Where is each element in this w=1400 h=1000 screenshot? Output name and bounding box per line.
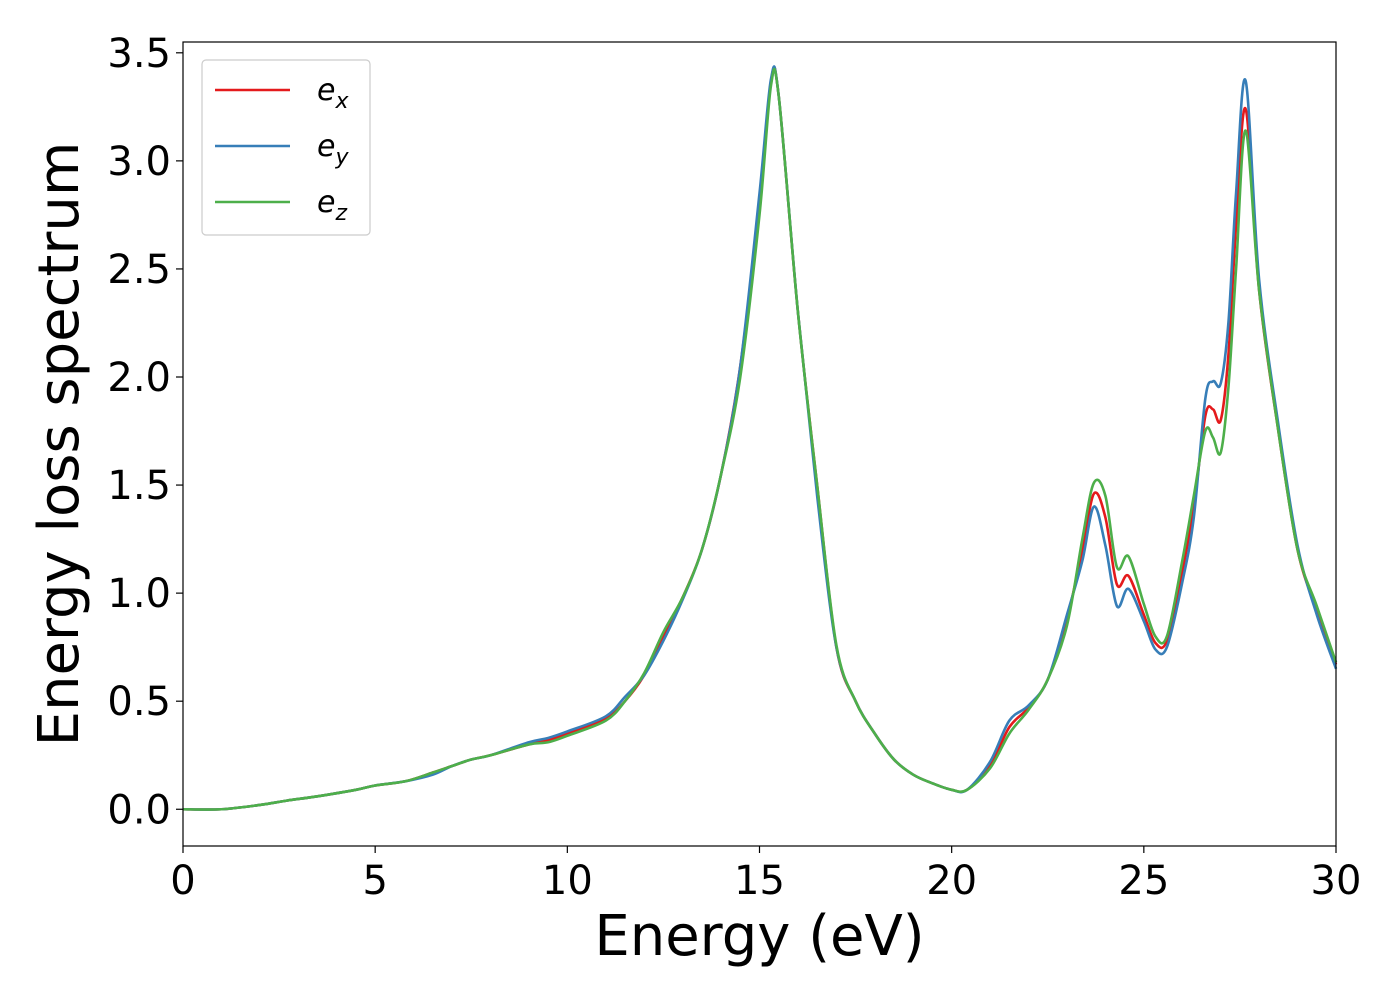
legend-label-y: ey: [317, 129, 349, 170]
x-tick-label: 0: [170, 858, 195, 904]
x-axis-label: Energy (eV): [594, 904, 924, 969]
y-tick-label: 0.0: [107, 787, 171, 833]
legend-label-x: ex: [317, 73, 349, 114]
y-tick-label: 3.0: [107, 139, 171, 185]
x-tick-label: 15: [734, 858, 785, 904]
y-tick-label: 3.5: [107, 31, 171, 77]
y-tick-label: 2.0: [107, 355, 171, 401]
series-line-z: [182, 67, 1338, 811]
legend-box: [201, 59, 371, 236]
y-tick-label: 1.5: [107, 463, 171, 509]
x-tick-label: 30: [1311, 858, 1362, 904]
x-tick-label: 20: [926, 858, 977, 904]
y-tick-label: 1.0: [107, 571, 171, 617]
legend: ex ey ez: [201, 59, 371, 236]
ticks-layer: 0 5 10 15 20 25 30 0.0 0.5 1.0 1.5 2.0 2.5 3.0 3.5: [107, 31, 1361, 904]
y-tick-label: 2.5: [107, 247, 171, 293]
x-tick-label: 10: [542, 858, 593, 904]
y-axis-label: Energy loss spectrum: [27, 142, 92, 747]
legend-label-z: ez: [317, 185, 347, 226]
series-layer: [182, 65, 1338, 811]
x-tick-label: 25: [1118, 858, 1169, 904]
x-tick-label: 5: [362, 858, 387, 904]
y-tick-label: 0.5: [107, 679, 171, 725]
